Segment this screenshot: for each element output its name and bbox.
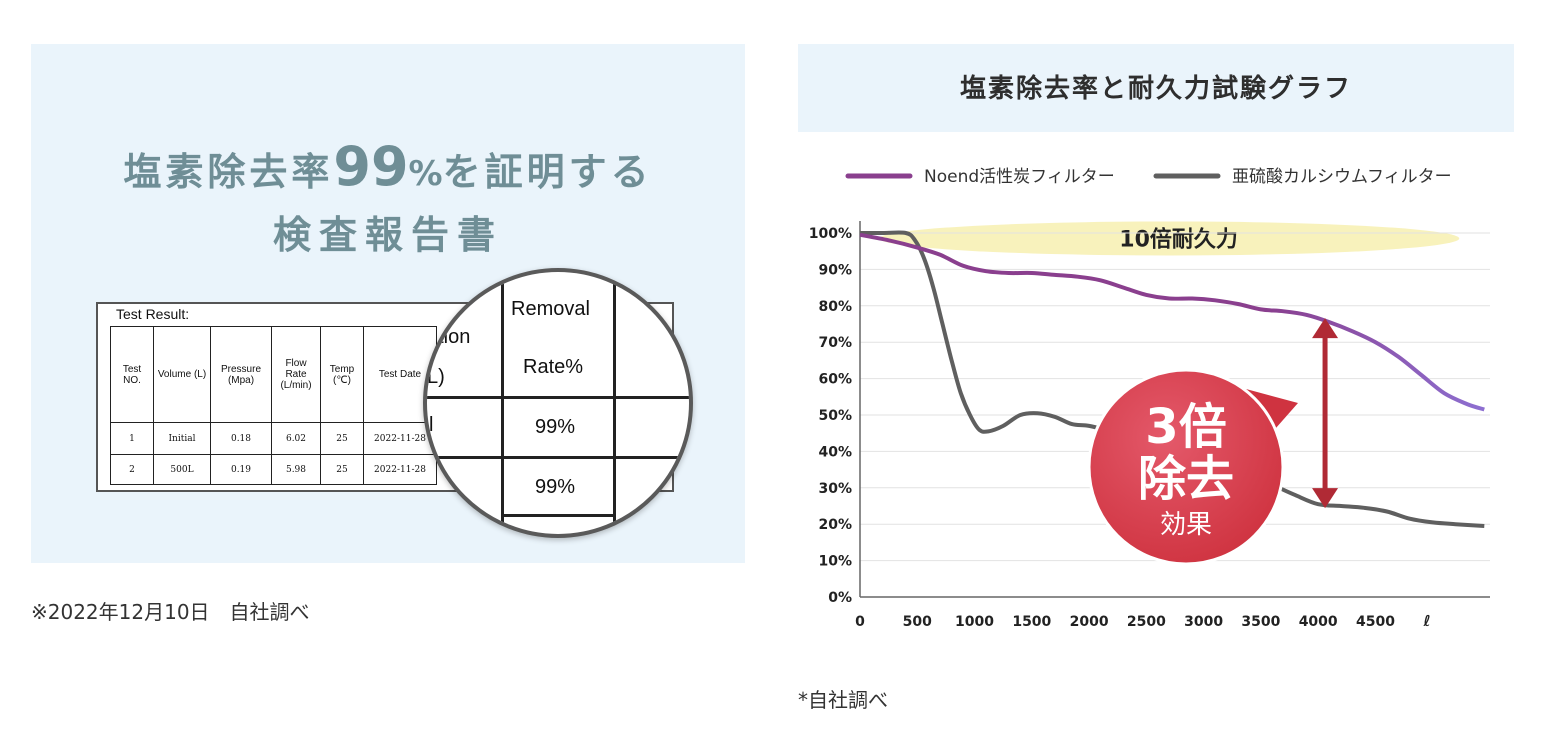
- chart-header: 塩素除去率と耐久力試験グラフ: [798, 44, 1514, 132]
- y-tick-label: 30%: [818, 481, 852, 497]
- difference-arrow-head-top: [1312, 318, 1339, 339]
- difference-arrow-head-bottom: [1312, 488, 1339, 509]
- cell: 0.18: [210, 422, 272, 455]
- cell: 0.19: [210, 454, 272, 485]
- x-tick-label: 2500: [1127, 614, 1166, 630]
- y-tick-label: 20%: [818, 517, 852, 533]
- x-tick-label: 1500: [1012, 614, 1051, 630]
- durability-line-chart: Noend活性炭フィルター 亜硫酸カルシウムフィルター 10倍耐久力 0% 10% 20%…: [809, 167, 1490, 630]
- headline-pre: 塩素除去率: [123, 150, 334, 194]
- cell: 25: [320, 422, 364, 455]
- report-title: Test Result:: [116, 306, 190, 322]
- header-volume: Volume (L): [153, 326, 211, 423]
- legend-label-2: 亜硫酸カルシウムフィルター: [1232, 167, 1452, 187]
- x-tick-label: 2000: [1070, 614, 1109, 630]
- lens-row-line: [501, 514, 615, 517]
- cell: 2022-11-28: [363, 454, 437, 485]
- left-footnote: ※2022年12月10日 自社調べ: [31, 600, 310, 624]
- series-line-sulfite: [860, 230, 1485, 528]
- x-tick-label: 3500: [1241, 614, 1280, 630]
- badge-line1: 3倍: [1145, 399, 1226, 455]
- headline-percent: %: [408, 154, 443, 194]
- header-test-no: Test NO.: [110, 326, 154, 423]
- badge-line3: 効果: [1160, 510, 1212, 540]
- cell: 5.98: [271, 454, 321, 485]
- lens-row-line: [427, 396, 689, 399]
- cell: 25: [320, 454, 364, 485]
- table-header-row: Test NO. Volume (L) Pressure (Mpa) Flow …: [110, 326, 437, 423]
- headline-line1: 塩素除去率99%を証明する: [31, 140, 745, 197]
- series-line-noend: [859, 232, 1485, 412]
- cell: 1: [110, 422, 154, 455]
- x-tick-label: 4500: [1356, 614, 1395, 630]
- y-tick-label: 0%: [828, 590, 852, 606]
- cell: 2: [110, 454, 154, 485]
- cell: 6.02: [271, 422, 321, 455]
- report-headline: 塩素除去率99%を証明する 検査報告書: [31, 140, 745, 263]
- lens-col-line: [613, 272, 616, 534]
- x-tick-label: 1000: [955, 614, 994, 630]
- band-label: 10倍耐久力: [1119, 226, 1238, 252]
- lens-value-1: 99%: [535, 416, 576, 438]
- y-tick-label: 10%: [818, 554, 852, 570]
- x-tick-label: 4000: [1299, 614, 1338, 630]
- x-tick-label: 0: [855, 614, 865, 630]
- y-tick-label: 80%: [818, 299, 852, 315]
- cell: Initial: [153, 422, 211, 455]
- x-unit-label: ℓ: [1422, 612, 1430, 630]
- lens-partial-cell: l: [429, 414, 434, 436]
- lens-col-line: [501, 272, 504, 534]
- header-pressure: Pressure (Mpa): [210, 326, 272, 423]
- magnifier-lens: ation L) l Removal Rate% 99% 99%: [423, 268, 693, 538]
- lens-header-removal: Removal: [511, 298, 590, 320]
- chart-title: 塩素除去率と耐久力試験グラフ: [959, 74, 1352, 104]
- lens-partial-unit: L): [427, 366, 445, 388]
- y-tick-label: 70%: [818, 335, 852, 351]
- y-tick-label: 40%: [818, 444, 852, 460]
- report-table: Test NO. Volume (L) Pressure (Mpa) Flow …: [110, 326, 437, 485]
- headline-number: 99: [333, 135, 409, 198]
- y-tick-label: 60%: [818, 372, 852, 388]
- y-tick-label: 90%: [818, 262, 852, 278]
- lens-row-line: [427, 456, 689, 459]
- lens-header-rate: Rate%: [523, 356, 584, 378]
- badge-line2: 除去: [1138, 451, 1234, 507]
- right-footnote: *自社調べ: [798, 688, 888, 712]
- table-row: 1 Initial 0.18 6.02 25 2022-11-28: [110, 422, 437, 455]
- x-tick-label: 3000: [1184, 614, 1223, 630]
- headline-post: を証明する: [442, 150, 653, 194]
- durability-band: [879, 221, 1460, 256]
- table-row: 2 500L 0.19 5.98 25 2022-11-28: [110, 454, 437, 485]
- header-flow-rate: Flow Rate (L/min): [271, 326, 321, 423]
- headline-line2: 検査報告書: [272, 213, 503, 257]
- y-tick-label: 50%: [818, 408, 852, 424]
- x-tick-label: 500: [903, 614, 932, 630]
- lens-partial-header: ation: [427, 326, 471, 348]
- cell: 500L: [153, 454, 211, 485]
- header-temp: Temp (℃): [320, 326, 364, 423]
- legend-label-1: Noend活性炭フィルター: [924, 167, 1115, 187]
- badge-circle: [1087, 368, 1285, 566]
- lens-value-2: 99%: [535, 476, 576, 498]
- header-test-date: Test Date: [363, 326, 437, 423]
- y-tick-label: 100%: [809, 226, 852, 242]
